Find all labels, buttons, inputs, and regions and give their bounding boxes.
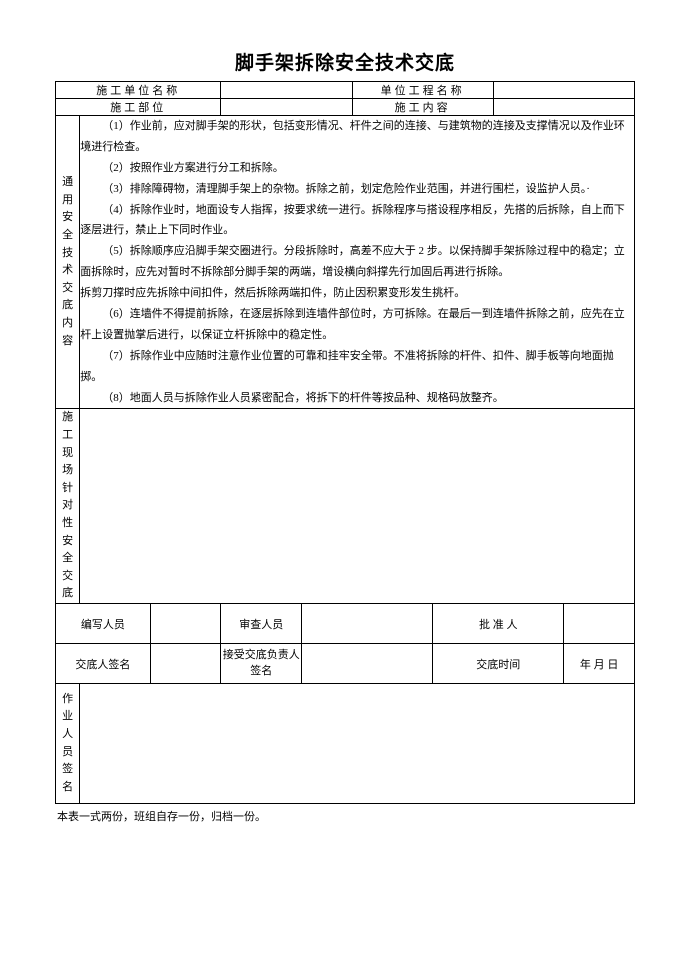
signature-row-1: 编写人员 审查人员 批 准 人 bbox=[56, 604, 635, 644]
receiver-sign-label: 接受交底负责人签名 bbox=[221, 644, 302, 684]
worker-sign-label: 作业人员签名 bbox=[56, 684, 80, 804]
worker-sign-value bbox=[80, 684, 635, 804]
reviewer-value bbox=[302, 604, 433, 644]
project-name-value bbox=[493, 82, 634, 99]
signature-row-2: 交底人签名 接受交底负责人签名 交底时间 年 月 日 bbox=[56, 644, 635, 684]
disclosure-sign-value bbox=[150, 644, 221, 684]
footnote: 本表一式两份，班组自存一份，归档一份。 bbox=[55, 808, 635, 824]
section1-content: （1）作业前，应对脚手架的形状，包括变形情况、杆件之间的连接、与建筑物的连接及支… bbox=[80, 116, 635, 409]
section1-paragraph: 拆剪刀撑时应先拆除中间扣件，然后拆除两端扣件，防止因积累变形发生挑杆。 bbox=[80, 283, 634, 304]
section1-paragraph: （4）拆除作业时，地面设专人指挥，按要求统一进行。拆除程序与搭设程序相反，先搭的… bbox=[80, 200, 634, 242]
section1-paragraph: （6）连墙件不得提前拆除，在逐层拆除到连墙件部位时，方可拆除。在最后一到连墙件拆… bbox=[80, 304, 634, 346]
section1-paragraph: （7）拆除作业中应随时注意作业位置的可靠和挂牢安全带。不准将拆除的杆件、扣件、脚… bbox=[80, 346, 634, 388]
disclosure-sign-label: 交底人签名 bbox=[56, 644, 151, 684]
document-title: 脚手架拆除安全技术交底 bbox=[55, 48, 635, 75]
content-label: 施工内容 bbox=[352, 99, 493, 116]
worker-sign-row: 作业人员签名 bbox=[56, 684, 635, 804]
section2-label: 施工现场针对性安全交底 bbox=[56, 409, 80, 604]
receiver-sign-value bbox=[302, 644, 433, 684]
content-value bbox=[493, 99, 634, 116]
approver-label: 批 准 人 bbox=[433, 604, 564, 644]
unit-name-value bbox=[221, 82, 352, 99]
approver-value bbox=[564, 604, 635, 644]
writer-label: 编写人员 bbox=[56, 604, 151, 644]
location-value bbox=[221, 99, 352, 116]
section2-content bbox=[80, 409, 635, 604]
date-value: 年 月 日 bbox=[564, 644, 635, 684]
unit-name-label: 施工单位名称 bbox=[56, 82, 221, 99]
reviewer-label: 审查人员 bbox=[221, 604, 302, 644]
section1-paragraph: （1）作业前，应对脚手架的形状，包括变形情况、杆件之间的连接、与建筑物的连接及支… bbox=[80, 116, 634, 158]
section1-paragraph: （2）按照作业方案进行分工和拆除。 bbox=[80, 158, 634, 179]
time-label: 交底时间 bbox=[433, 644, 564, 684]
section1-label: 通用安全技术交底内容 bbox=[56, 116, 80, 409]
header-row-2: 施工部位 施工内容 bbox=[56, 99, 635, 116]
section1-paragraph: （5）拆除顺序应沿脚手架交圈进行。分段拆除时，高差不应大于 2 步。以保持脚手架… bbox=[80, 241, 634, 283]
location-label: 施工部位 bbox=[56, 99, 221, 116]
main-table: 施工单位名称 单位工程名称 施工部位 施工内容 通用安全技术交底内容 （1）作业… bbox=[55, 81, 635, 804]
section-site-specific: 施工现场针对性安全交底 bbox=[56, 409, 635, 604]
writer-value bbox=[150, 604, 221, 644]
section-general: 通用安全技术交底内容 （1）作业前，应对脚手架的形状，包括变形情况、杆件之间的连… bbox=[56, 116, 635, 409]
project-name-label: 单位工程名称 bbox=[352, 82, 493, 99]
section1-paragraph: （8）地面人员与拆除作业人员紧密配合，将拆下的杆件等按品种、规格码放整齐。 bbox=[80, 388, 634, 409]
header-row-1: 施工单位名称 单位工程名称 bbox=[56, 82, 635, 99]
section1-paragraph: （3）排除障碍物，清理脚手架上的杂物。拆除之前，划定危险作业范围，并进行围栏，设… bbox=[80, 179, 634, 200]
